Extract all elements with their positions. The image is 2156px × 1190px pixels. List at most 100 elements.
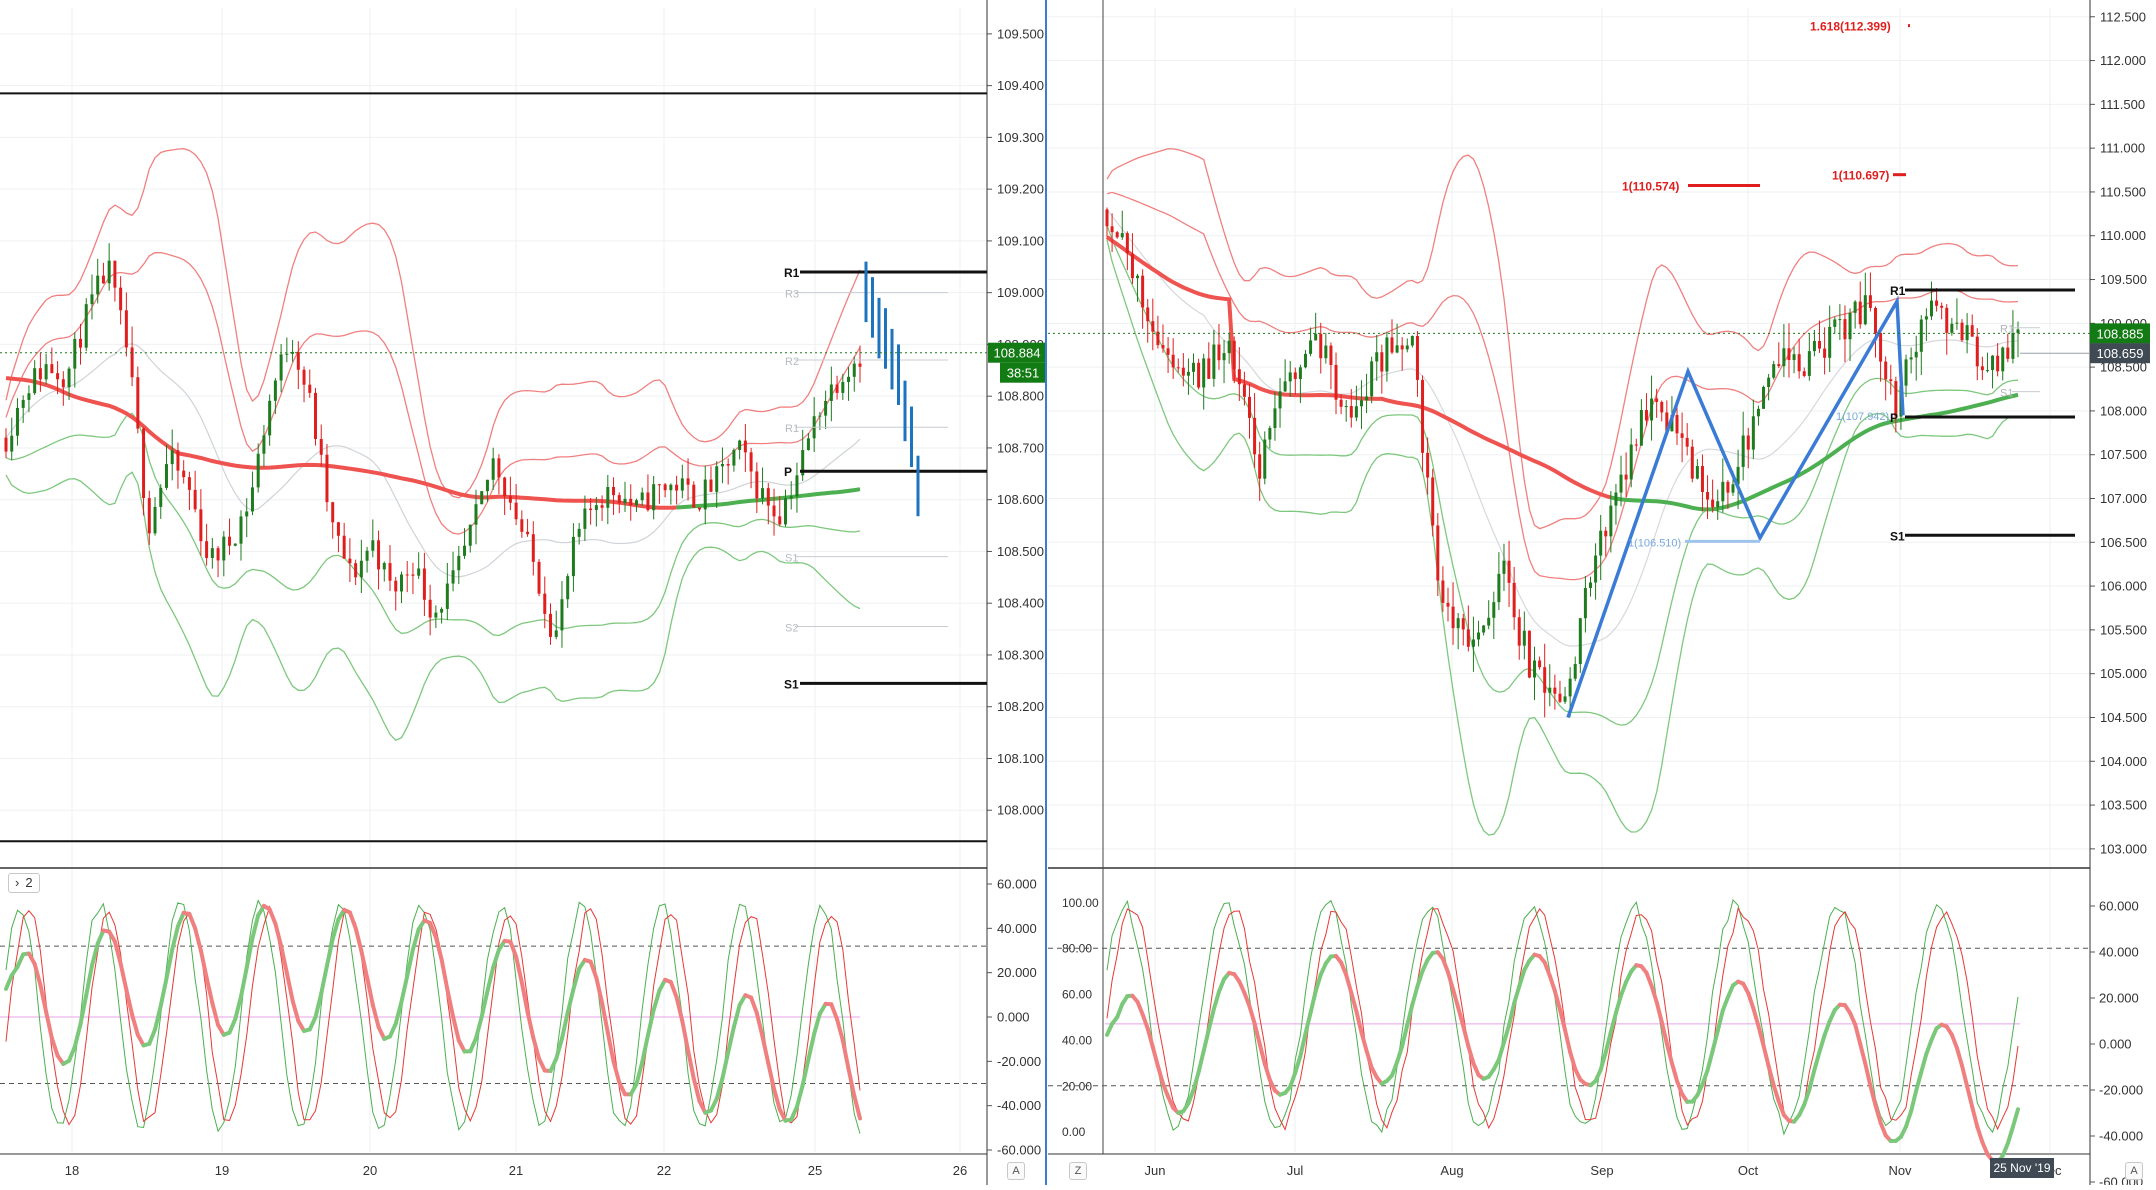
- candle-body: [85, 304, 88, 348]
- candle-body: [1721, 482, 1724, 501]
- faint-pivot-label: R1: [2000, 324, 2014, 336]
- time-axis-label: 22: [657, 1163, 671, 1178]
- current-price-value: 108.884: [994, 346, 1041, 361]
- chevron-right-icon[interactable]: ›: [15, 875, 19, 890]
- time-axis-label: 25: [808, 1163, 822, 1178]
- candle-body: [1650, 399, 1653, 421]
- candle-body: [1385, 337, 1388, 371]
- oscillator-tick-label: 20.000: [997, 965, 1037, 980]
- candle-body: [681, 478, 684, 490]
- candle-body: [1314, 334, 1317, 341]
- price-tick-label: 103.000: [2100, 841, 2147, 856]
- candle-body: [1676, 415, 1679, 433]
- candle-body: [1823, 349, 1826, 358]
- candle-body: [824, 401, 827, 416]
- candle-body: [1329, 346, 1332, 365]
- candle-body: [1645, 410, 1648, 420]
- candle-body: [1441, 581, 1444, 603]
- candle-body: [1273, 408, 1276, 428]
- oscillator-pane-badge[interactable]: ›2: [8, 873, 40, 893]
- candle-body: [1599, 531, 1602, 556]
- candle-body: [1467, 629, 1470, 646]
- candle-body: [205, 541, 208, 558]
- candle-body: [280, 354, 283, 380]
- candle-body: [624, 499, 627, 503]
- candle-body: [2001, 348, 2004, 372]
- candle-body: [1874, 308, 1877, 333]
- candle-body: [1151, 321, 1154, 331]
- candle-body: [1457, 618, 1460, 628]
- candle-body: [1370, 361, 1373, 396]
- candle-body: [1543, 667, 1546, 693]
- time-axis-label: 20: [363, 1163, 377, 1178]
- candle-body: [1182, 368, 1185, 376]
- candle-body: [199, 509, 202, 541]
- candle-body: [1228, 341, 1231, 353]
- faint-pivot-label: S1: [2000, 388, 2013, 400]
- faint-pivot-label: R2: [785, 356, 799, 368]
- candle-body: [1945, 308, 1948, 333]
- candle-body: [1742, 435, 1745, 466]
- candle-body: [331, 502, 334, 522]
- candle-body: [142, 429, 145, 498]
- candle-body: [245, 511, 248, 516]
- candle-body: [1396, 345, 1399, 352]
- candle-body: [1584, 588, 1587, 618]
- candle-body: [2011, 333, 2014, 359]
- auto-scale-button-right[interactable]: A: [2125, 1162, 2143, 1180]
- faint-pivot-label: R3: [785, 289, 799, 301]
- candle-body: [285, 354, 288, 355]
- candle-body: [773, 506, 776, 517]
- candle-body: [1233, 341, 1236, 369]
- candle-body: [1528, 631, 1531, 678]
- candle-body: [62, 379, 65, 387]
- candle-body: [1258, 454, 1261, 478]
- candle-body: [1706, 492, 1709, 500]
- candle-body: [1655, 399, 1658, 402]
- candle-body: [251, 487, 254, 511]
- candle-body: [90, 294, 93, 304]
- candle-body: [497, 458, 500, 477]
- auto-scale-button-left[interactable]: A: [1007, 1162, 1025, 1180]
- price-tick-label: 108.700: [997, 440, 1044, 455]
- oscillator-left-tick-label: 100.00: [1062, 896, 1099, 910]
- time-axis-label: 18: [65, 1163, 79, 1178]
- candle-body: [1223, 353, 1226, 360]
- candle-body: [1884, 362, 1887, 380]
- time-axis-label: Oct: [1738, 1163, 1759, 1178]
- candle-body: [601, 505, 604, 508]
- candle-body: [148, 498, 151, 533]
- candle-body: [389, 563, 392, 581]
- candle-body: [1340, 400, 1343, 407]
- candle-body: [2017, 329, 2020, 332]
- candle-body: [1350, 406, 1353, 417]
- candle-body: [1757, 409, 1760, 416]
- candle-body: [1279, 391, 1282, 408]
- candle-body: [549, 614, 552, 637]
- candle-body: [171, 450, 174, 464]
- candle-body: [669, 485, 672, 491]
- candle-body: [1523, 631, 1526, 646]
- candle-body: [1660, 402, 1663, 413]
- candle-body: [1950, 324, 1953, 333]
- candle-body: [480, 491, 483, 504]
- candle-body: [1971, 325, 1974, 336]
- candle-body: [1579, 618, 1582, 664]
- candle-body: [119, 288, 122, 311]
- candle-body: [658, 484, 661, 485]
- candle-body: [434, 613, 437, 618]
- candle-body: [348, 559, 351, 564]
- candle-body: [1803, 371, 1806, 376]
- candle-body: [1558, 694, 1561, 702]
- candle-body: [325, 455, 328, 502]
- oscillator-tick-label: 60.000: [997, 877, 1037, 892]
- candle-body: [1762, 387, 1765, 409]
- price-tick-label: 106.500: [2100, 535, 2147, 550]
- oscillator-tick-label: 60.000: [2099, 899, 2139, 914]
- price-tick-label: 110.500: [2100, 184, 2146, 199]
- candle-body: [102, 276, 105, 284]
- candle-body: [1793, 354, 1796, 360]
- oscillator-tick-label: -60.000: [997, 1143, 1041, 1158]
- zoom-button-right[interactable]: Z: [1069, 1162, 1087, 1180]
